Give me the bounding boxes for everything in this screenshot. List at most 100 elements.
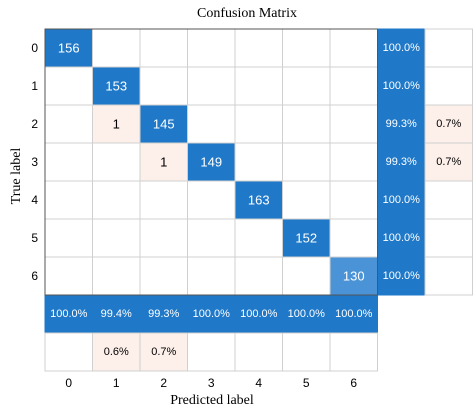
matrix-cell bbox=[187, 256, 236, 296]
column-summary-cell bbox=[282, 294, 331, 334]
column-summary-cell bbox=[329, 332, 378, 372]
matrix-cell bbox=[44, 142, 93, 182]
matrix-cell bbox=[329, 28, 378, 68]
row-summary-correct: 99.3% bbox=[386, 156, 417, 168]
y-tick-label: 0 bbox=[31, 41, 38, 55]
column-summary-cell bbox=[234, 332, 283, 372]
matrix-cell bbox=[329, 142, 378, 182]
row-summary-cell bbox=[377, 104, 426, 144]
column-summary-cell bbox=[139, 332, 188, 372]
matrix-cell bbox=[92, 180, 141, 220]
column-summary-cell bbox=[329, 294, 378, 334]
column-summary-cell bbox=[44, 332, 93, 372]
cell-value: 156 bbox=[58, 41, 80, 56]
x-tick-label: 4 bbox=[255, 376, 262, 390]
matrix-cells bbox=[44, 28, 473, 372]
matrix-cell bbox=[329, 256, 378, 296]
cell-value: 153 bbox=[105, 79, 127, 94]
x-tick-label: 0 bbox=[65, 376, 72, 390]
matrix-cell bbox=[92, 142, 141, 182]
row-summary-incorrect: 0.7% bbox=[436, 156, 461, 168]
column-summary-cell bbox=[187, 294, 236, 334]
matrix-cell bbox=[234, 104, 283, 144]
matrix-cell bbox=[329, 180, 378, 220]
y-tick-label: 5 bbox=[31, 231, 38, 245]
matrix-cell bbox=[282, 180, 331, 220]
x-tick-label: 1 bbox=[113, 376, 120, 390]
matrix-cell bbox=[282, 28, 331, 68]
row-summary-correct: 100.0% bbox=[383, 42, 421, 54]
matrix-cell bbox=[234, 142, 283, 182]
y-tick-label: 2 bbox=[31, 117, 38, 131]
matrix-cell bbox=[44, 218, 93, 258]
matrix-cell bbox=[139, 218, 188, 258]
matrix-cell bbox=[282, 256, 331, 296]
matrix-cell bbox=[187, 28, 236, 68]
row-summary-correct: 100.0% bbox=[383, 270, 421, 282]
matrix-cell bbox=[139, 180, 188, 220]
cell-value: 149 bbox=[200, 155, 222, 170]
row-summary-cell bbox=[424, 218, 473, 258]
matrix-cell bbox=[329, 104, 378, 144]
column-summary-cell bbox=[187, 332, 236, 372]
matrix-cell bbox=[234, 256, 283, 296]
column-summary-correct: 99.4% bbox=[101, 308, 132, 320]
y-axis-label: True label bbox=[9, 148, 24, 205]
x-axis-label: Predicted label bbox=[170, 393, 254, 408]
row-summary-correct: 100.0% bbox=[383, 80, 421, 92]
matrix-cell bbox=[329, 66, 378, 106]
column-summary-correct: 100.0% bbox=[240, 308, 278, 320]
chart-title: Confusion Matrix bbox=[197, 6, 297, 21]
row-summary-cell bbox=[424, 66, 473, 106]
y-tick-label: 1 bbox=[31, 79, 38, 93]
row-summary-cell bbox=[424, 256, 473, 296]
row-summary-cell bbox=[424, 28, 473, 68]
column-summary-correct: 100.0% bbox=[335, 308, 373, 320]
column-summary-correct: 100.0% bbox=[50, 308, 88, 320]
matrix-cell bbox=[139, 28, 188, 68]
matrix-cell bbox=[234, 218, 283, 258]
row-summary-incorrect: 0.7% bbox=[436, 118, 461, 130]
matrix-cell bbox=[139, 256, 188, 296]
cell-value: 145 bbox=[153, 117, 175, 132]
matrix-cell bbox=[234, 66, 283, 106]
row-summary-correct: 100.0% bbox=[383, 194, 421, 206]
matrix-cell bbox=[44, 66, 93, 106]
matrix-cell bbox=[44, 104, 93, 144]
y-tick-label: 6 bbox=[31, 269, 38, 283]
matrix-cell bbox=[92, 28, 141, 68]
cell-value: 130 bbox=[343, 269, 365, 284]
cell-value: 163 bbox=[248, 193, 270, 208]
matrix-cell bbox=[282, 104, 331, 144]
column-summary-incorrect: 0.6% bbox=[104, 346, 129, 358]
matrix-cell bbox=[234, 28, 283, 68]
column-summary-incorrect: 0.7% bbox=[151, 346, 176, 358]
matrix-cell bbox=[92, 218, 141, 258]
x-tick-label: 5 bbox=[303, 376, 310, 390]
column-summary-correct: 99.3% bbox=[148, 308, 179, 320]
matrix-cell bbox=[44, 256, 93, 296]
matrix-cell bbox=[139, 66, 188, 106]
column-summary-correct: 100.0% bbox=[288, 308, 326, 320]
x-tick-label: 3 bbox=[208, 376, 215, 390]
column-summary-cell bbox=[282, 332, 331, 372]
row-summary-correct: 99.3% bbox=[386, 118, 417, 130]
matrix-outline bbox=[44, 28, 378, 296]
matrix-cell bbox=[187, 104, 236, 144]
row-summary-cell bbox=[424, 104, 473, 144]
row-summary-cell bbox=[377, 142, 426, 182]
matrix-cell bbox=[139, 104, 188, 144]
row-summary-cell bbox=[377, 256, 426, 296]
y-tick-label: 3 bbox=[31, 155, 38, 169]
matrix-cell bbox=[44, 180, 93, 220]
cell-value: 1 bbox=[113, 117, 120, 132]
cell-value: 1 bbox=[160, 155, 167, 170]
matrix-cell bbox=[187, 218, 236, 258]
column-summary-cell bbox=[92, 332, 141, 372]
row-summary-cell bbox=[424, 180, 473, 220]
column-summary-cell bbox=[139, 294, 188, 334]
matrix-cell bbox=[329, 218, 378, 258]
column-summary-cell bbox=[92, 294, 141, 334]
